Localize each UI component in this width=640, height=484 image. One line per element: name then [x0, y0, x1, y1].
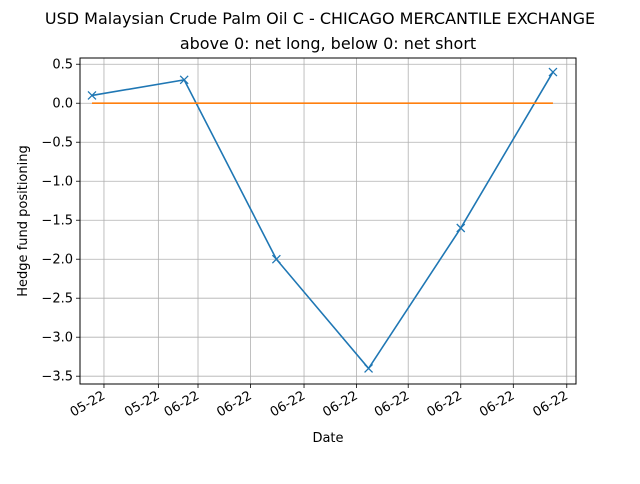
y-tick-label: −3.0: [41, 331, 73, 346]
x-tick-label: 05-22: [122, 388, 162, 420]
x-tick-label: 06-22: [531, 388, 571, 420]
y-tick-label: −0.5: [41, 136, 73, 151]
y-tick-label: 0.0: [52, 97, 73, 112]
x-tick-label: 06-22: [425, 388, 465, 420]
x-tick-label: 06-22: [214, 388, 254, 420]
y-tick-label: −3.5: [41, 370, 73, 385]
axis-ticks: 0.50.0−0.5−1.0−1.5−2.0−2.5−3.0−3.505-22 0…: [41, 58, 570, 421]
x-axis-label: Date: [312, 431, 343, 446]
grid: [80, 58, 576, 384]
chart-title: USD Malaysian Crude Palm Oil C - CHICAGO…: [45, 9, 595, 28]
x-tick-label: 06-22: [162, 388, 202, 420]
data-point: [271, 254, 281, 264]
series: [87, 67, 558, 373]
data-point: [456, 223, 466, 233]
y-tick-label: −2.0: [41, 253, 73, 268]
y-tick-label: −2.5: [41, 292, 73, 307]
y-axis-label: Hedge fund positioning: [16, 145, 31, 296]
y-tick-label: 0.5: [52, 58, 73, 73]
plot-frame: [79, 57, 577, 385]
series-line-1: [91, 71, 554, 370]
x-tick-label: 05-22: [68, 388, 108, 420]
x-tick-label: 06-22: [268, 388, 308, 420]
data-point: [87, 90, 97, 100]
y-tick-label: −1.0: [41, 175, 73, 190]
chart-subtitle: above 0: net long, below 0: net short: [180, 34, 476, 53]
y-tick-label: −1.5: [41, 214, 73, 229]
x-tick-label: 06-22: [320, 388, 360, 420]
data-point: [364, 363, 374, 373]
x-tick-label: 06-22: [477, 388, 517, 420]
data-point: [179, 75, 189, 85]
x-tick-label: 06-22: [372, 388, 412, 420]
data-point: [548, 67, 558, 77]
